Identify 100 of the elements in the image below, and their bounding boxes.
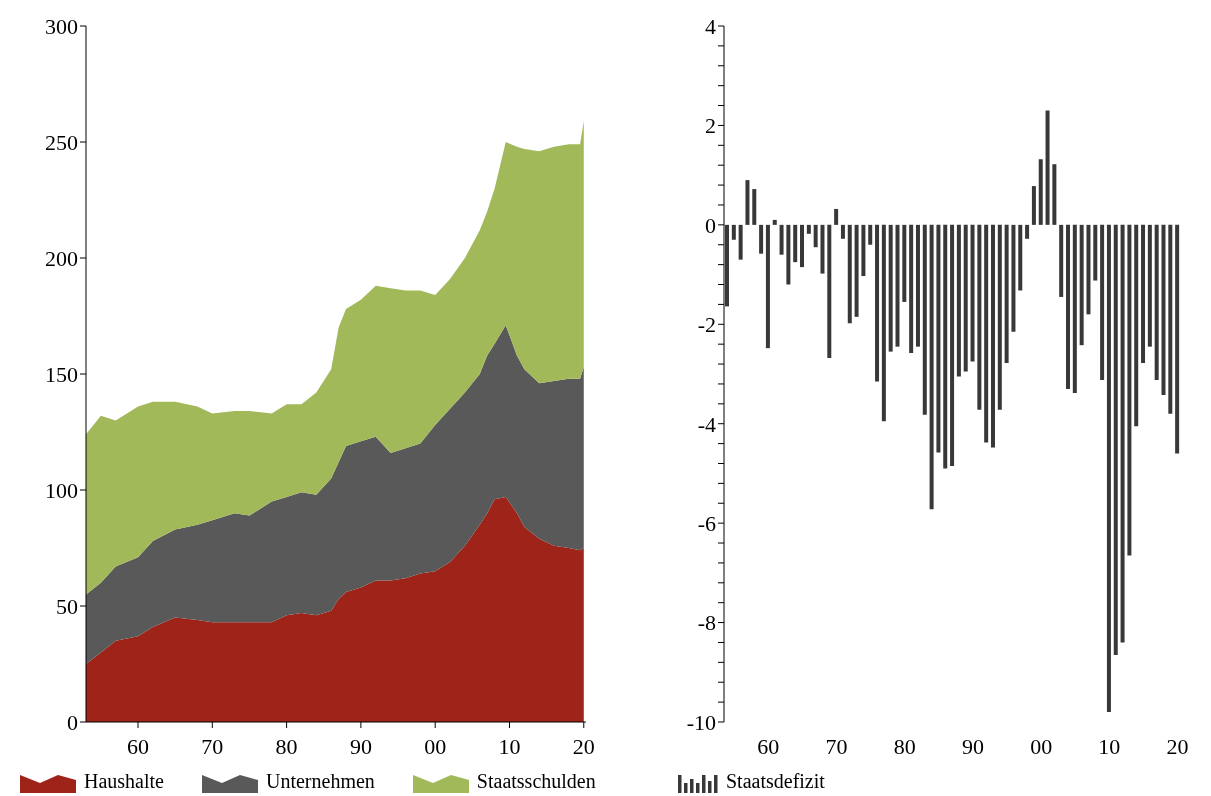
x-tick-label: 70	[201, 733, 224, 759]
x-tick-label: 10	[498, 733, 521, 759]
x-tick-label: 70	[825, 733, 848, 759]
x-tick-label: 00	[424, 733, 447, 759]
bar	[834, 208, 839, 225]
bar	[820, 224, 825, 274]
bar	[1086, 224, 1091, 315]
bar	[1113, 224, 1118, 655]
bar	[922, 224, 927, 415]
bar	[1011, 224, 1016, 332]
bar	[752, 189, 757, 225]
bar	[977, 224, 982, 410]
bar	[1052, 164, 1057, 225]
y-tick-label: 250	[45, 129, 78, 155]
bar	[1147, 224, 1152, 347]
bar	[1127, 224, 1132, 556]
bar	[786, 224, 791, 285]
y-tick-label: 200	[45, 245, 78, 271]
bar	[793, 224, 798, 263]
bar	[950, 224, 955, 466]
bar	[990, 224, 995, 448]
bar	[1175, 224, 1180, 454]
x-tick-label: 80	[275, 733, 298, 759]
bar	[956, 224, 961, 377]
y-tick-label: -8	[697, 610, 716, 636]
bar	[997, 224, 1002, 410]
bar	[1134, 224, 1139, 427]
bar	[1100, 224, 1105, 380]
y-tick-label: 100	[45, 477, 78, 503]
y-tick-label: -6	[697, 510, 716, 536]
y-tick-label: 0	[67, 709, 78, 735]
y-tick-label: 4	[705, 13, 716, 39]
legend-label: Staatsdefizit	[726, 770, 825, 793]
bar	[779, 224, 784, 255]
bar	[1161, 224, 1166, 395]
bar	[970, 224, 975, 362]
bar	[963, 224, 968, 372]
bar	[915, 224, 920, 347]
y-tick-label: 0	[705, 212, 716, 238]
y-tick-label: 150	[45, 361, 78, 387]
x-tick-label: 60	[757, 733, 780, 759]
bar	[1141, 224, 1146, 364]
bar	[1120, 224, 1125, 643]
bar	[1072, 224, 1077, 393]
x-tick-label: 20	[572, 733, 595, 759]
bar	[1025, 224, 1030, 239]
y-tick-label: -10	[686, 709, 716, 735]
bar	[772, 219, 777, 225]
bar	[861, 224, 866, 277]
bar	[813, 224, 818, 248]
legend-label: Unternehmen	[265, 770, 375, 793]
bar	[725, 224, 729, 307]
x-tick-label: 10	[1098, 733, 1121, 759]
bar	[1106, 224, 1111, 713]
bar	[1045, 110, 1050, 225]
y-tick-label: 50	[56, 593, 78, 619]
bar	[738, 224, 743, 260]
y-tick-label: -4	[697, 411, 716, 437]
y-tick-label: 300	[45, 13, 78, 39]
bar	[1038, 159, 1043, 225]
bar	[902, 224, 907, 302]
bar	[895, 224, 900, 347]
x-tick-label: 80	[893, 733, 916, 759]
bar	[1079, 224, 1084, 346]
bar	[731, 224, 736, 240]
bar	[984, 224, 989, 443]
bar	[1018, 224, 1023, 291]
x-tick-label: 20	[1166, 733, 1189, 759]
bar	[840, 224, 845, 239]
bar	[806, 224, 811, 234]
bar	[881, 224, 886, 422]
legend-label: Haushalte	[84, 770, 164, 793]
bar	[909, 224, 914, 354]
x-tick-label: 90	[349, 733, 372, 759]
bar	[1031, 186, 1036, 225]
bar	[943, 224, 948, 469]
bar	[1093, 224, 1098, 281]
y-tick-label: 2	[705, 113, 716, 139]
bar	[854, 224, 859, 317]
bar	[1154, 224, 1159, 380]
legend-label: Staatsschulden	[476, 770, 596, 793]
bar	[1004, 224, 1009, 364]
x-tick-label: 90	[961, 733, 984, 759]
bar	[875, 224, 880, 382]
bar	[868, 224, 873, 245]
x-tick-label: 00	[1030, 733, 1053, 759]
bar	[800, 224, 805, 268]
bar	[888, 224, 893, 352]
x-tick-label: 60	[127, 733, 150, 759]
bar	[765, 224, 770, 349]
bar	[759, 224, 764, 254]
bar	[827, 224, 832, 359]
bar	[1059, 224, 1064, 297]
bar	[1168, 224, 1173, 414]
bar	[847, 224, 852, 324]
bar	[936, 224, 941, 453]
bar	[929, 224, 934, 510]
y-tick-label: -2	[697, 312, 716, 338]
bar	[745, 180, 750, 225]
bar	[1066, 224, 1071, 389]
